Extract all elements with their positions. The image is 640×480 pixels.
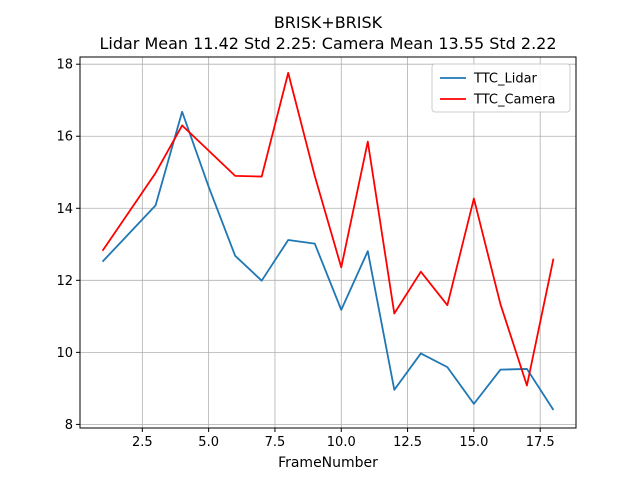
- series-line-ttc-lidar: [101, 110, 555, 411]
- legend-box: [431, 63, 571, 113]
- y-tick-label: 14: [56, 202, 73, 217]
- x-tick-label: 17.5: [526, 435, 555, 450]
- chart-subtitle: Lidar Mean 11.42 Std 2.25: Camera Mean 1…: [99, 34, 556, 53]
- y-tick-label: 16: [56, 130, 73, 145]
- y-tick-label: 18: [56, 58, 73, 73]
- legend-label-ttc-lidar: TTC_Lidar: [473, 72, 538, 87]
- x-tick-label: 7.5: [265, 435, 286, 450]
- x-tick-label: 10.0: [327, 435, 356, 450]
- x-tick-label: 15.0: [459, 435, 488, 450]
- legend-label-ttc-camera: TTC_Camera: [473, 93, 556, 108]
- chart-title: BRISK+BRISK: [274, 13, 383, 32]
- x-tick-label: 5.0: [198, 435, 219, 450]
- series-lines: [101, 71, 555, 411]
- axis-ticks: 2.5 5.0 7.5 10.0 12.5 15.0 17.5 8 10 12 14 16 18: [56, 58, 554, 450]
- y-tick-label: 10: [56, 346, 73, 361]
- series-line-ttc-camera: [101, 71, 555, 387]
- y-tick-label: 8: [65, 418, 73, 433]
- legend: TTC_Lidar TTC_Camera: [431, 63, 571, 113]
- x-axis-label: FrameNumber: [278, 455, 378, 471]
- plot-frame: [79, 56, 577, 429]
- x-tick-label: 12.5: [393, 435, 422, 450]
- grid: [80, 57, 576, 428]
- y-tick-label: 12: [56, 274, 73, 289]
- x-tick-label: 2.5: [132, 435, 153, 450]
